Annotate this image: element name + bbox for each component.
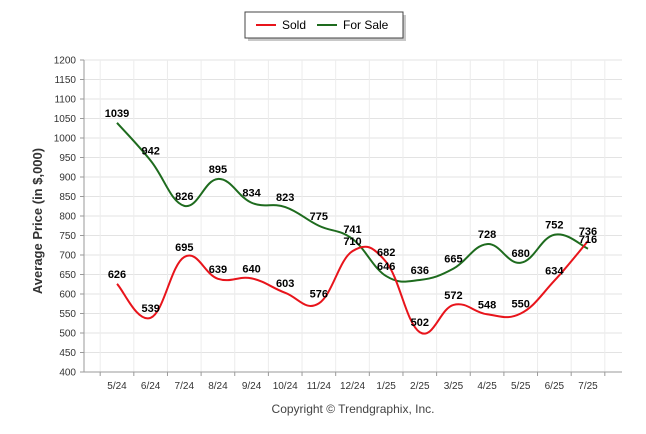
y-tick-label: 750 bbox=[59, 231, 76, 242]
data-label-layer: 626 539 695 639 640 603 576 710 682 502 572 548 550 6… bbox=[105, 108, 597, 329]
data-label-sold: 634 bbox=[545, 266, 564, 278]
data-label-for-sale: 826 bbox=[175, 191, 193, 203]
y-tick-label: 1150 bbox=[54, 75, 76, 86]
data-label-for-sale: 1039 bbox=[105, 108, 129, 120]
data-label-sold: 572 bbox=[444, 290, 462, 302]
data-label-for-sale: 680 bbox=[512, 248, 530, 260]
y-tick-label: 1200 bbox=[54, 56, 77, 67]
data-label-sold: 539 bbox=[141, 303, 159, 315]
x-tick-label: 7/24 bbox=[175, 381, 195, 392]
data-label-for-sale: 775 bbox=[310, 211, 328, 223]
data-label-for-sale: 834 bbox=[242, 188, 261, 200]
x-tick-label: 5/25 bbox=[511, 381, 531, 392]
x-tick-label: 7/25 bbox=[578, 381, 598, 392]
series-layer bbox=[116, 122, 589, 335]
x-tick-label: 5/24 bbox=[107, 381, 127, 392]
legend-label-for-sale: For Sale bbox=[343, 18, 389, 32]
grid-layer bbox=[84, 59, 622, 373]
legend: Sold For Sale bbox=[244, 11, 406, 41]
data-label-sold: 603 bbox=[276, 278, 294, 290]
y-tick-label: 600 bbox=[59, 290, 76, 301]
x-tick-label: 6/25 bbox=[545, 381, 565, 392]
series-line-sold bbox=[116, 240, 589, 335]
y-tick-label: 550 bbox=[59, 309, 76, 320]
legend-label-sold: Sold bbox=[282, 18, 306, 32]
data-label-sold: 548 bbox=[478, 299, 496, 311]
series-line-for-sale bbox=[116, 122, 589, 283]
data-label-sold: 682 bbox=[377, 247, 395, 259]
y-tick-label: 500 bbox=[59, 329, 76, 340]
data-label-sold: 626 bbox=[108, 269, 126, 281]
x-tick-label: 6/24 bbox=[141, 381, 161, 392]
y-tick-label: 1050 bbox=[54, 114, 77, 125]
x-tick-label: 3/25 bbox=[444, 381, 464, 392]
y-tick-label: 1100 bbox=[54, 95, 76, 106]
data-label-for-sale: 716 bbox=[579, 234, 597, 246]
y-tick-label: 800 bbox=[59, 212, 76, 223]
data-label-sold: 710 bbox=[343, 236, 361, 248]
y-tick-label: 900 bbox=[59, 173, 76, 184]
data-label-for-sale: 741 bbox=[343, 224, 361, 236]
y-axis-title: Average Price (in $,000) bbox=[30, 148, 45, 294]
data-label-for-sale: 728 bbox=[478, 229, 496, 241]
y-tick-label: 450 bbox=[59, 348, 76, 359]
axis-layer: 400 450 500 550 600 650 700 750 800 850 900 950 1000… bbox=[54, 56, 622, 392]
y-tick-label: 950 bbox=[59, 153, 76, 164]
x-tick-label: 11/24 bbox=[307, 381, 332, 392]
y-tick-label: 850 bbox=[59, 192, 76, 203]
data-label-sold: 576 bbox=[310, 288, 328, 300]
data-label-sold: 736 bbox=[579, 226, 597, 238]
x-tick-label: 1/25 bbox=[376, 381, 396, 392]
data-label-for-sale: 942 bbox=[141, 146, 159, 158]
copyright-text: Copyright © Trendgraphix, Inc. bbox=[272, 402, 435, 416]
x-tick-label: 9/24 bbox=[242, 381, 262, 392]
data-label-for-sale: 823 bbox=[276, 192, 294, 204]
data-label-sold: 550 bbox=[512, 299, 530, 311]
data-label-for-sale: 636 bbox=[411, 265, 429, 277]
data-label-for-sale: 752 bbox=[545, 220, 563, 232]
data-label-sold: 639 bbox=[209, 264, 227, 276]
x-tick-label: 2/25 bbox=[410, 381, 430, 392]
data-label-sold: 640 bbox=[242, 263, 260, 275]
x-tick-label: 10/24 bbox=[273, 381, 298, 392]
data-label-for-sale: 895 bbox=[209, 164, 227, 176]
y-tick-label: 700 bbox=[59, 251, 76, 262]
data-label-sold: 695 bbox=[175, 242, 193, 254]
data-label-for-sale: 646 bbox=[377, 261, 395, 273]
y-tick-label: 1000 bbox=[54, 134, 77, 145]
x-tick-label: 8/24 bbox=[208, 381, 228, 392]
x-tick-label: 4/25 bbox=[477, 381, 497, 392]
y-tick-label: 400 bbox=[59, 368, 76, 379]
y-tick-label: 650 bbox=[59, 270, 76, 281]
data-label-sold: 502 bbox=[411, 317, 429, 329]
data-label-for-sale: 665 bbox=[444, 254, 462, 266]
x-tick-label: 12/24 bbox=[340, 381, 365, 392]
